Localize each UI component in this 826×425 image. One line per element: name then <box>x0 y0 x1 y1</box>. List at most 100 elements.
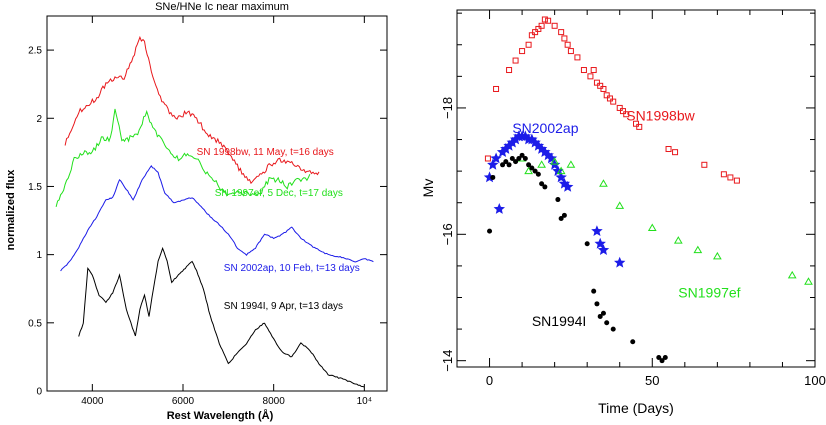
series-label: SN1994I <box>532 313 586 329</box>
data-point <box>556 166 566 175</box>
data-point <box>727 174 734 181</box>
data-point <box>615 201 625 209</box>
data-point <box>561 212 567 218</box>
data-point <box>593 79 600 86</box>
data-point <box>636 123 643 130</box>
data-point <box>532 139 545 151</box>
data-point <box>490 152 502 164</box>
series-label: SN2002ap <box>512 120 578 136</box>
y-tick-label: 0 <box>36 387 42 398</box>
data-point <box>551 22 558 29</box>
data-point <box>616 104 623 111</box>
spectrum-line-green <box>55 108 311 208</box>
data-point <box>538 22 545 29</box>
data-point <box>493 203 505 214</box>
data-point <box>587 73 594 80</box>
data-point <box>561 180 574 192</box>
y-tick-label: −18 <box>440 97 455 119</box>
spectrum-line-blue <box>60 165 374 272</box>
x-axis-label: Rest Wavelength (Å) <box>167 409 274 422</box>
data-point <box>603 92 610 99</box>
data-point <box>591 288 597 294</box>
data-point <box>673 236 683 244</box>
data-point <box>623 111 630 118</box>
data-point <box>539 181 545 187</box>
data-point <box>539 146 551 157</box>
data-point <box>483 171 496 183</box>
data-point <box>647 223 657 231</box>
data-point <box>487 228 493 234</box>
data-point <box>619 108 626 115</box>
data-point <box>529 165 535 171</box>
data-point <box>558 29 565 36</box>
spectra-plot-frame <box>46 15 388 392</box>
data-point <box>580 67 587 74</box>
data-point <box>597 82 604 89</box>
data-point <box>541 16 548 23</box>
data-point <box>599 179 608 187</box>
data-point <box>513 159 519 165</box>
data-point <box>561 35 568 42</box>
data-point <box>532 168 538 174</box>
data-point <box>701 161 708 168</box>
data-point <box>493 85 500 92</box>
spectra-series: SN 1998bw, 11 May, t=16 days SN 1997ef, 5… <box>55 35 374 388</box>
data-point <box>522 155 528 161</box>
data-point <box>567 48 574 55</box>
x-tick-label: 50 <box>645 373 659 388</box>
y-tick-label: 1 <box>36 250 42 261</box>
y-tick-label: 2.5 <box>28 46 42 57</box>
data-point <box>535 25 542 32</box>
x-tick-label: 0 <box>486 373 493 388</box>
x-tick-label: 8000 <box>263 396 286 407</box>
data-point <box>804 277 813 285</box>
data-point <box>606 95 613 102</box>
series-label: SN 1997ef, 5 Dec, t=17 days <box>215 188 343 199</box>
data-point <box>633 120 639 127</box>
data-point <box>733 177 740 184</box>
data-point <box>614 256 626 268</box>
data-point <box>590 67 597 74</box>
spectra-axes: 4000 6000 8000 10⁴ 0 0.5 1 1.5 2 2.5 <box>28 16 387 407</box>
series-label: SN 1994I, 9 Apr, t=13 days <box>224 301 343 312</box>
lightcurve-plot-frame <box>456 9 816 368</box>
data-point <box>506 136 518 148</box>
data-point <box>600 310 606 316</box>
data-point <box>591 225 603 236</box>
data-point <box>526 162 532 168</box>
x-tick-label: 100 <box>804 373 826 388</box>
data-point <box>610 326 616 332</box>
data-point <box>509 133 522 145</box>
data-point <box>693 245 703 254</box>
data-point <box>712 251 722 260</box>
data-point <box>525 41 532 48</box>
spectrum-line-black <box>78 246 365 388</box>
data-point <box>500 162 506 168</box>
y-tick-label: −14 <box>440 350 455 372</box>
data-point <box>659 358 665 364</box>
data-point <box>503 159 509 165</box>
x-tick-label: 10⁴ <box>357 396 372 407</box>
y-axis-label: normalized flux <box>5 169 17 251</box>
data-point <box>550 157 560 165</box>
data-point <box>558 216 564 222</box>
x-axis-label: Time (Days) <box>598 400 674 416</box>
data-point <box>487 158 499 170</box>
data-point <box>787 270 797 279</box>
spectra-panel: SNe/HNe Ic near maximum 4000 6000 8000 10⁴ 0… <box>5 1 388 422</box>
data-point <box>584 241 590 247</box>
data-point <box>506 162 512 168</box>
data-point <box>484 155 491 162</box>
chart-title: SNe/HNe Ic near maximum <box>155 1 289 13</box>
data-point <box>597 244 610 255</box>
data-point <box>610 98 617 105</box>
data-point <box>555 197 561 203</box>
y-tick-label: 0.5 <box>28 318 42 329</box>
data-point <box>516 155 522 161</box>
data-point <box>574 54 581 61</box>
data-point <box>532 29 539 36</box>
data-point <box>509 155 515 161</box>
lightcurve-axes: 0 50 100 −14 −16 −18 <box>440 10 826 388</box>
y-tick-label: 1.5 <box>28 182 42 193</box>
